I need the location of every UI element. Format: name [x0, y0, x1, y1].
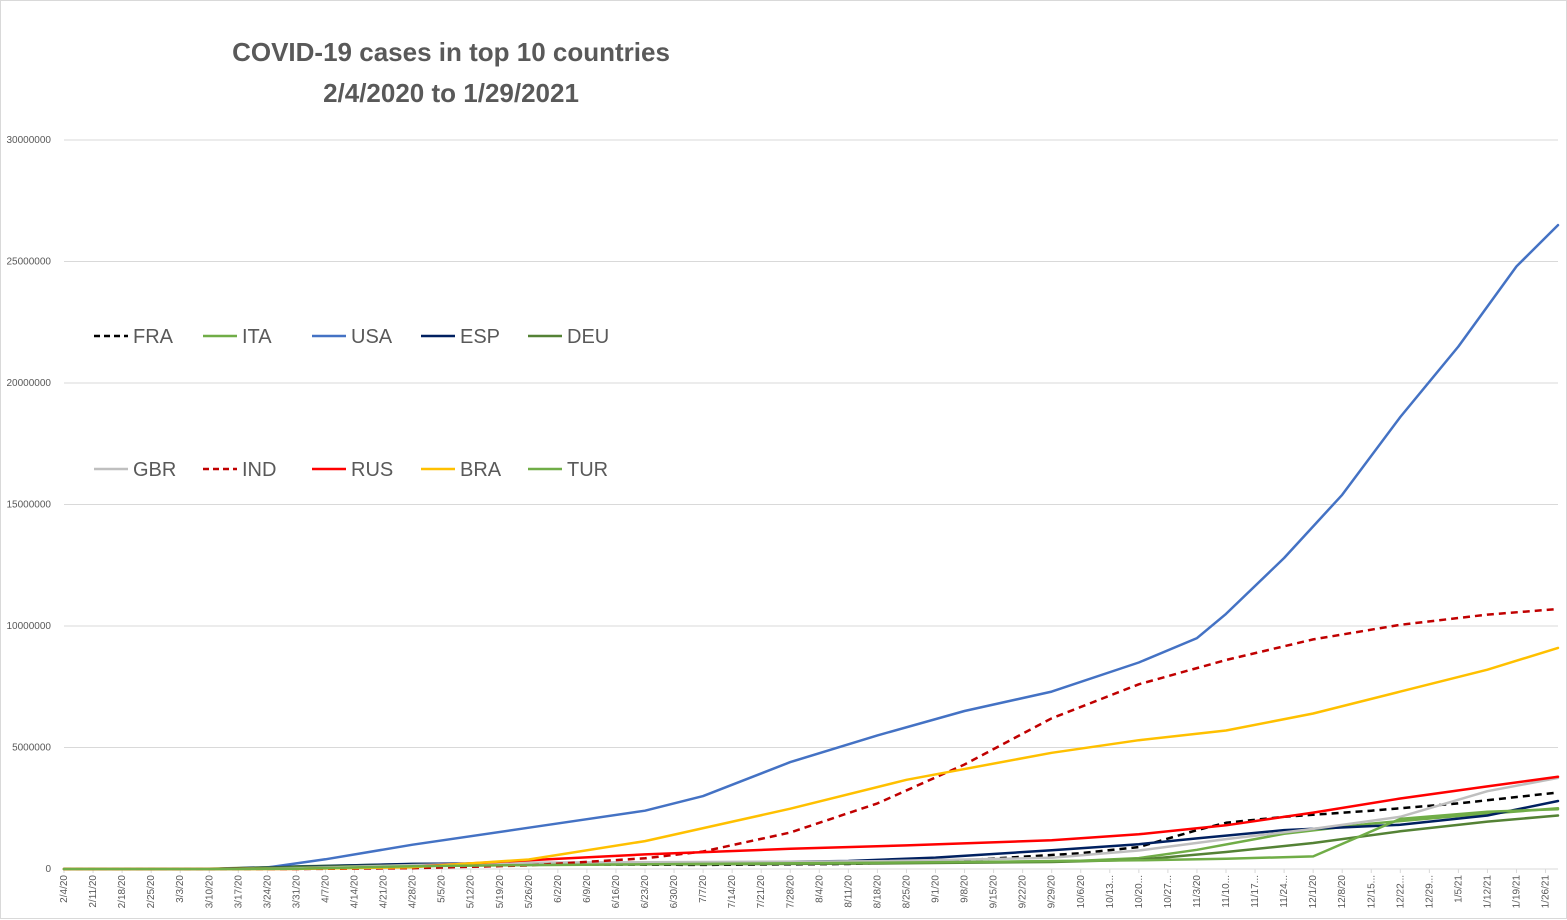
legend-label-ind: IND — [242, 459, 276, 481]
x-tick-label: 12/1/20 — [1308, 875, 1319, 909]
chart-title-line-2: 2/4/2020 to 1/29/2021 — [323, 78, 579, 108]
x-tick-label: 4/7/20 — [320, 875, 331, 903]
series-line-usa — [62, 223, 1560, 871]
x-tick-label: 3/17/20 — [233, 875, 244, 909]
x-tick-label: 3/10/20 — [204, 875, 215, 909]
x-tick-label: 2/25/20 — [146, 875, 157, 909]
x-tick-label: 8/4/20 — [814, 875, 825, 903]
x-tick-label: 8/18/20 — [872, 875, 883, 909]
x-tick-label: 1/12/21 — [1482, 875, 1493, 909]
y-tick-label: 30000000 — [7, 135, 52, 146]
x-tick-label: 10/27... — [1163, 875, 1174, 908]
series-line-ita — [62, 807, 1560, 871]
x-tick-label: 5/26/20 — [524, 875, 535, 909]
x-tick-label: 2/11/20 — [88, 875, 99, 908]
x-tick-label: 3/3/20 — [175, 875, 186, 903]
series-line-gbr — [62, 776, 1560, 871]
y-tick-label: 15000000 — [7, 500, 52, 511]
x-tick-label: 6/2/20 — [553, 875, 564, 903]
x-tick-label: 12/15... — [1366, 875, 1377, 908]
chart-title: COVID-19 cases in top 10 countries 2/4/2… — [232, 37, 670, 108]
x-tick-label: 1/19/21 — [1512, 875, 1523, 909]
x-tick-label: 7/14/20 — [727, 875, 738, 909]
x-tick-label: 12/29... — [1424, 875, 1435, 908]
x-tick-label: 3/24/20 — [262, 875, 273, 909]
legend-label-fra: FRA — [133, 326, 174, 348]
legend-label-ita: ITA — [242, 326, 272, 348]
x-tick-label: 6/9/20 — [582, 875, 593, 903]
x-tick-label: 8/25/20 — [901, 875, 912, 909]
x-tick-label: 11/24... — [1279, 875, 1290, 908]
series-line-ind — [64, 607, 1559, 871]
x-tick-label: 9/1/20 — [931, 875, 942, 903]
x-tick-label: 11/3/20 — [1192, 875, 1203, 908]
x-tick-label: 11/17... — [1250, 875, 1261, 908]
y-tick-label: 5000000 — [12, 743, 51, 754]
x-tick-label: 10/13... — [1105, 875, 1116, 908]
legend-label-esp: ESP — [460, 326, 500, 348]
series-line-esp — [62, 799, 1560, 871]
x-tick-label: 12/8/20 — [1337, 875, 1348, 909]
y-tick-label: 20000000 — [7, 378, 52, 389]
x-tick-label: 3/31/20 — [291, 875, 302, 909]
legend-label-rus: RUS — [351, 459, 393, 481]
x-tick-label: 5/19/20 — [495, 875, 506, 909]
x-tick-label: 4/21/20 — [379, 875, 390, 909]
x-tick-label: 4/28/20 — [408, 875, 419, 909]
x-tick-label: 5/5/20 — [437, 875, 448, 903]
x-tick-label: 10/20... — [1134, 875, 1145, 908]
x-tick-label: 12/22... — [1395, 875, 1406, 908]
series-lines — [62, 223, 1560, 871]
x-tick-label: 1/5/21 — [1453, 875, 1464, 903]
x-tick-label: 7/7/20 — [698, 875, 709, 903]
series-line-tur — [62, 807, 1560, 871]
legend-label-tur: TUR — [567, 459, 608, 481]
x-tick-label: 5/12/20 — [466, 875, 477, 909]
x-tick-label: 8/11/20 — [843, 875, 854, 908]
legend-label-gbr: GBR — [133, 459, 176, 481]
x-tick-label: 7/28/20 — [785, 875, 796, 909]
axes: 0 5000000 10000000 15000000 20000000 25000000… — [7, 135, 1558, 909]
x-tick-label: 6/16/20 — [611, 875, 622, 909]
y-tick-label: 0 — [45, 864, 51, 875]
x-tick-label: 11/10... — [1221, 875, 1232, 908]
x-tick-label: 9/15/20 — [989, 875, 1000, 909]
legend-label-bra: BRA — [460, 459, 502, 481]
series-line-rus — [62, 775, 1560, 871]
x-tick-label: 9/22/20 — [1018, 875, 1029, 909]
series-line-bra — [62, 646, 1560, 871]
x-tick-label: 7/21/20 — [756, 875, 767, 909]
x-tick-label: 2/4/20 — [59, 875, 70, 903]
x-tick-label: 10/6/20 — [1076, 875, 1087, 909]
x-tick-label: 9/8/20 — [960, 875, 971, 903]
legend-label-deu: DEU — [567, 326, 609, 348]
y-tick-label: 10000000 — [7, 621, 52, 632]
y-tick-label: 25000000 — [7, 257, 52, 268]
x-tick-label: 1/26/21 — [1541, 875, 1552, 909]
legend: FRA ITA USA ESP DEU GBR IND RUS BRA TUR — [94, 326, 609, 481]
legend-label-usa: USA — [351, 326, 393, 348]
chart-title-line-1: COVID-19 cases in top 10 countries — [232, 37, 670, 67]
gridlines — [64, 139, 1558, 748]
x-tick-label: 6/30/20 — [669, 875, 680, 909]
x-tick-label: 6/23/20 — [640, 875, 651, 909]
x-tick-label: 9/29/20 — [1047, 875, 1058, 909]
x-tick-label: 4/14/20 — [350, 875, 361, 909]
x-tick-label: 2/18/20 — [117, 875, 128, 909]
